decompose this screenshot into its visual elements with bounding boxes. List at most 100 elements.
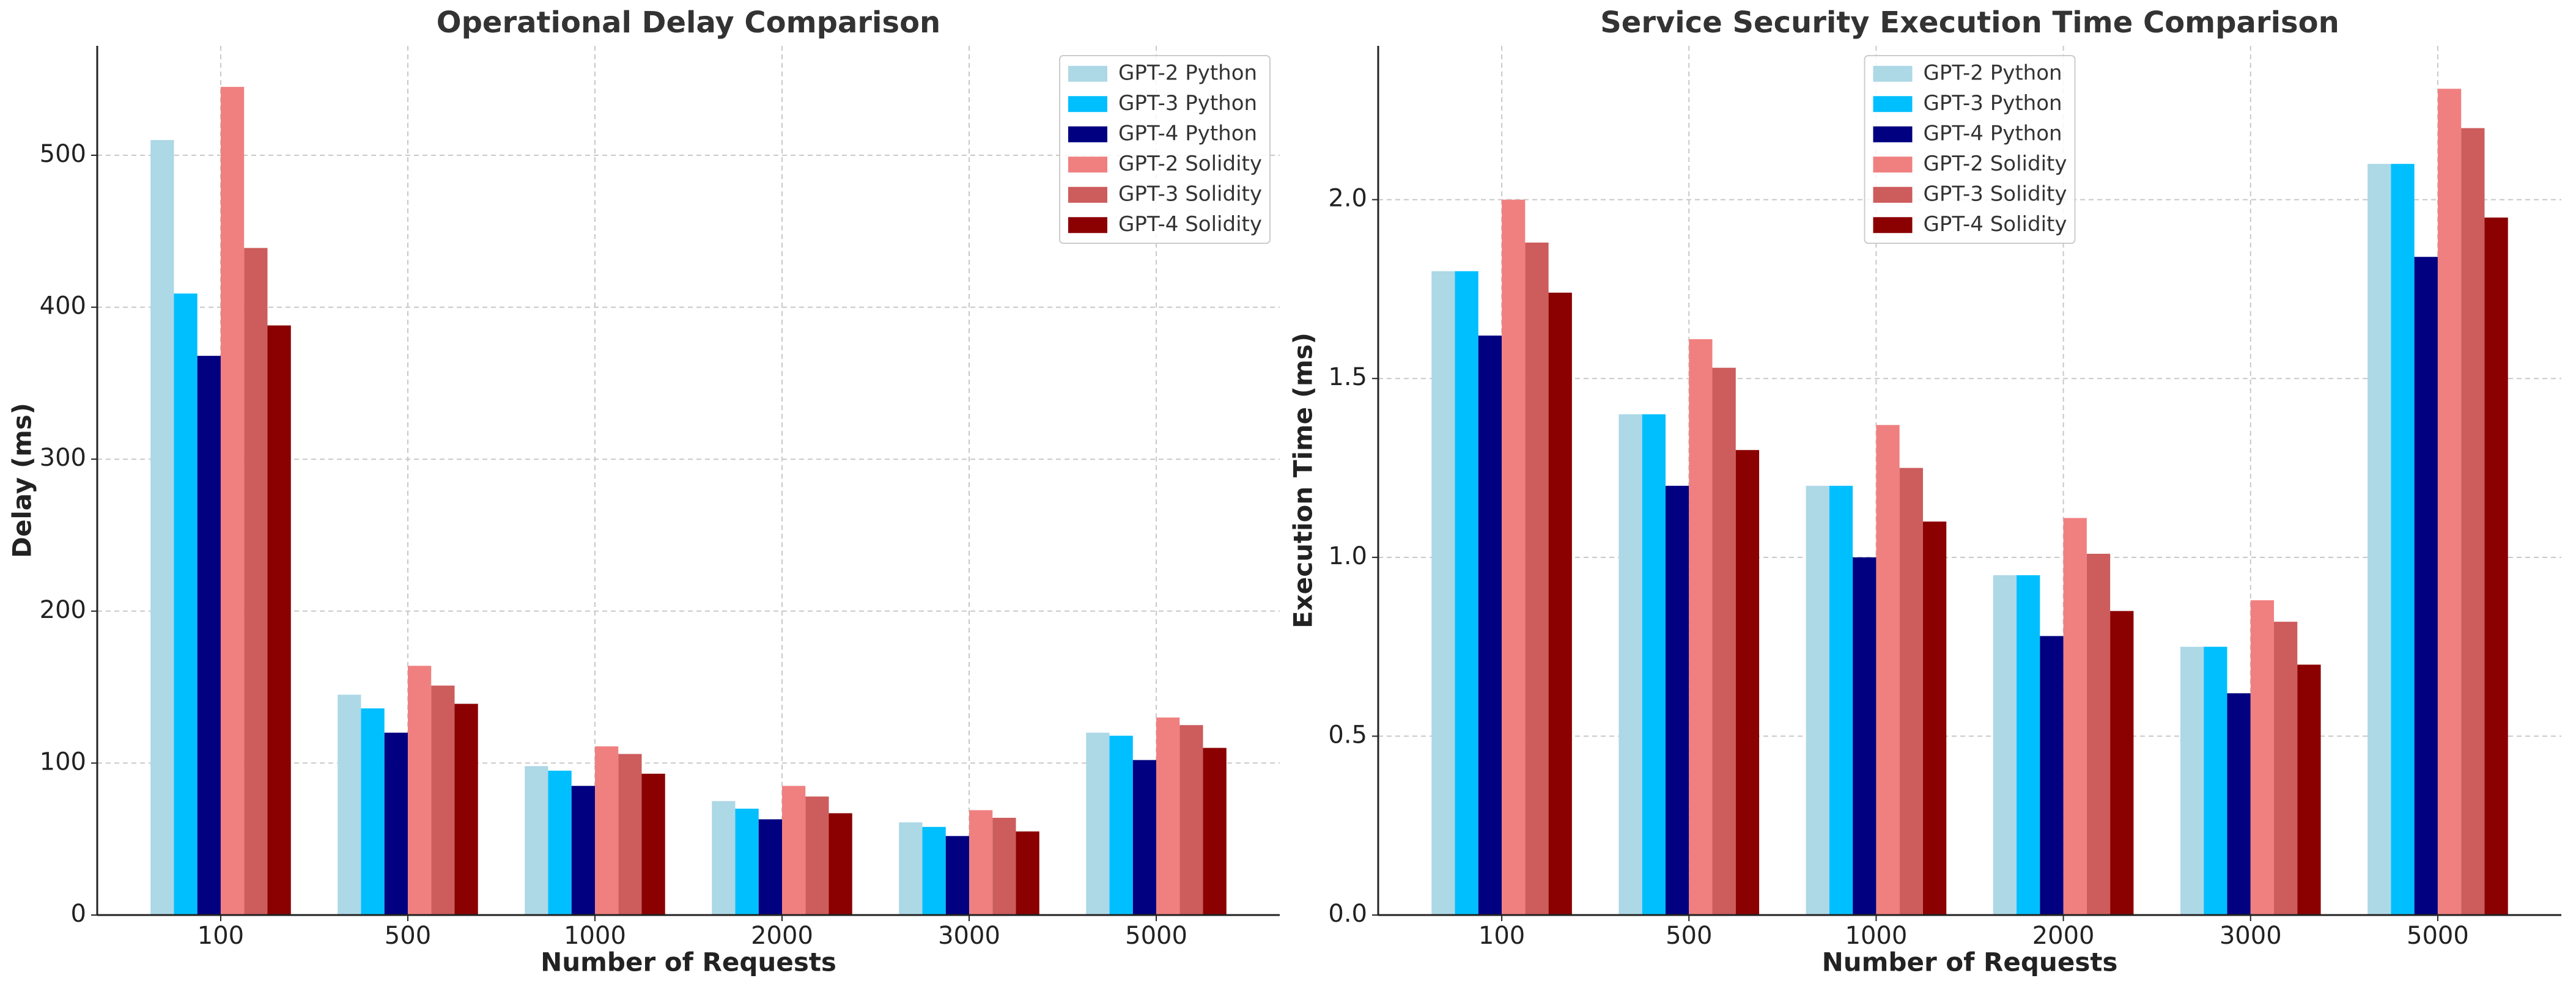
x-tick-label: 100 [1478,922,1525,950]
x-tick-label: 500 [385,922,431,950]
bar [1993,575,2017,915]
y-tick-label: 1.0 [1328,542,1367,570]
legend-box [1059,55,1271,244]
legend-label: GPT-2 Python [1118,61,1257,85]
bar [1455,271,1478,916]
legend-swatch [1873,186,1913,203]
bar [1431,271,1455,916]
x-tick-label: 100 [197,922,244,950]
y-axis-label: Execution Time (ms) [1288,333,1318,628]
x-axis-label: Number of Requests [1822,947,2118,977]
legend-label: GPT-4 Solidity [1924,212,2067,237]
bar [735,808,759,915]
legend-box [1864,55,2076,244]
legend-swatch [1068,186,1107,203]
bar [758,819,783,915]
bar [1548,292,1572,915]
bar [361,708,385,915]
bar [1665,485,1689,915]
bar [922,826,946,915]
x-tick-label: 500 [1666,922,1712,950]
bar [1478,336,1502,915]
bar [454,704,478,915]
legend-label: GPT-3 Solidity [1118,182,1262,206]
bar [244,248,268,915]
bar [2297,664,2321,915]
y-tick-label: 0.0 [1328,900,1367,928]
bar [548,770,572,915]
bar [1829,485,1853,915]
bar [594,746,619,915]
bar [2367,164,2391,916]
bar [338,694,361,915]
legend-label: GPT-2 Python [1924,61,2062,85]
bar [2204,647,2227,915]
y-axis-label: Delay (ms) [7,403,37,558]
legend-swatch [1068,126,1107,142]
bar [2250,600,2275,915]
legend-label: GPT-2 Solidity [1924,152,2067,176]
bar [1502,199,1526,915]
y-tick-label: 1.5 [1328,363,1367,391]
bar [1016,831,1039,915]
x-tick-label: 3000 [2220,922,2282,950]
legend-label: GPT-2 Solidity [1118,152,1262,176]
bar [1525,242,1549,916]
bar [1203,748,1227,915]
bar [431,685,455,915]
x-tick-label: 5000 [2407,922,2469,950]
legend: GPT-2 Python GPT-3 Python GPT-4 Python GPT-… [1059,55,1271,244]
legend-label: GPT-4 Python [1118,121,1257,145]
bar [641,773,665,915]
legend-swatch [1068,65,1107,82]
bar [197,356,221,915]
bar [174,293,197,915]
bar [2227,693,2251,915]
y-tick-label: 200 [40,596,86,624]
bar [1618,414,1642,915]
legend-swatch [1068,96,1107,112]
x-tick-label: 1000 [564,922,626,950]
chart-title: Service Security Execution Time Comparis… [1600,6,2339,40]
legend-swatch [1873,65,1913,82]
y-tick-label: 0 [71,900,86,928]
bar [1712,367,1736,915]
legend-swatch [1068,156,1107,173]
bar [1735,450,1760,915]
bar [1642,414,1666,915]
x-tick-label: 2000 [751,922,813,950]
bar [829,813,852,915]
bar [571,785,595,915]
y-tick-label: 0.5 [1328,721,1367,749]
legend-label: GPT-3 Solidity [1924,182,2067,206]
bar [384,732,408,915]
legend-label: GPT-3 Python [1118,91,1257,116]
bar [1132,760,1157,915]
bar [1086,732,1110,915]
chart-title: Operational Delay Comparison [437,6,940,40]
bar [899,822,923,915]
bar [2110,611,2134,915]
y-tick-label: 100 [40,748,86,776]
bar [2063,518,2087,915]
x-tick-label: 3000 [938,922,1000,950]
bar [945,836,970,915]
y-tick-label: 500 [40,140,86,168]
bar [969,810,993,915]
legend-swatch [1873,96,1913,112]
x-tick-label: 1000 [1845,922,1908,950]
bar [407,666,432,915]
legend-swatch [1068,217,1107,233]
bar [2414,257,2438,915]
bar [525,766,548,915]
bar [220,87,245,916]
bar [2484,217,2508,915]
legend-label: GPT-4 Solidity [1118,212,1262,237]
bar [2017,575,2040,915]
legend-label: GPT-4 Python [1924,121,2062,145]
bar [150,140,174,916]
bar [1876,425,1900,915]
bar [618,754,642,915]
bar [805,796,829,915]
